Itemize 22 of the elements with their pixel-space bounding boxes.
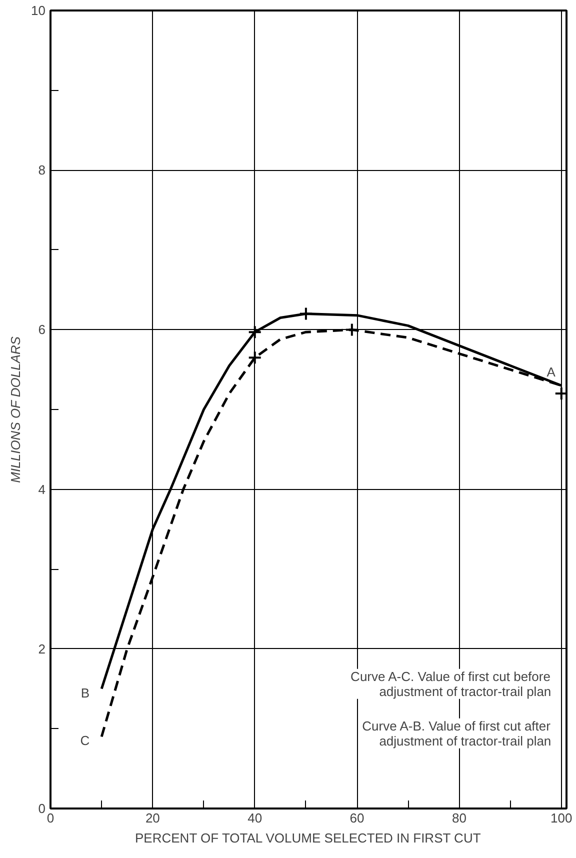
- annotation: Curve A-B. Value of first cut after adjustment of tractor-trail plan: [362, 718, 552, 748]
- x-tick-label: 100: [550, 810, 572, 826]
- series-label: C: [80, 733, 90, 748]
- point: [298, 306, 313, 321]
- y-axis-title: MILLIONS OF DOLLARS: [8, 336, 24, 483]
- point: [248, 350, 262, 365]
- x-tick-label: 60: [350, 810, 364, 826]
- y-tick-label: 6: [38, 322, 46, 338]
- point: [248, 325, 262, 340]
- annotation: A: [546, 364, 556, 380]
- annotation: Curve A-C. Value of first cut before adjustment of tractor-trail plan: [350, 668, 552, 699]
- series-label: B: [80, 685, 90, 700]
- y-tick-label: 10: [31, 3, 46, 18]
- y-tick-label: 4: [38, 482, 46, 497]
- x-axis-title: PERCENT OF TOTAL VOLUME SELECTED IN FIRST CUT: [135, 830, 481, 846]
- y-tick-label: 2: [38, 641, 46, 656]
- point: [344, 322, 359, 337]
- x-tick-label: 20: [145, 810, 160, 826]
- y-tick-label: 8: [38, 162, 46, 178]
- x-tick-label: 80: [452, 810, 466, 826]
- x-tick-label: 40: [248, 810, 262, 826]
- y-tick-label: 0: [38, 801, 46, 816]
